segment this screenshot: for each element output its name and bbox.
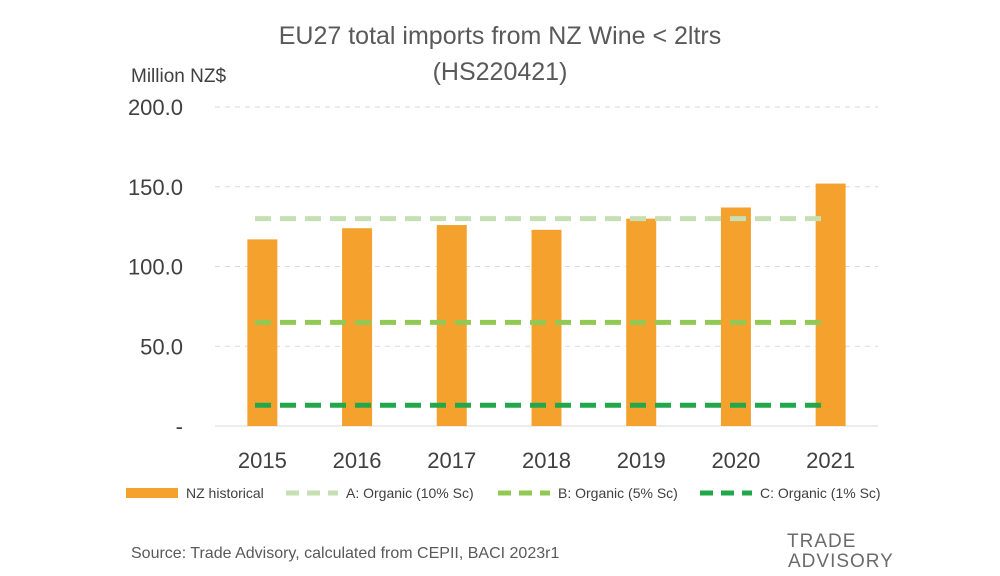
y-tick-label: 100.0 <box>128 255 183 280</box>
bar-2021 <box>815 183 846 426</box>
bar-2015 <box>247 239 278 426</box>
y-tick-label: 50.0 <box>140 334 183 359</box>
legend-swatch-bar <box>126 488 178 498</box>
source-note: Source: Trade Advisory, calculated from … <box>131 545 560 562</box>
x-tick-label: 2015 <box>238 448 287 473</box>
y-tick-label: - <box>176 414 183 439</box>
bar-2017 <box>436 225 467 426</box>
x-tick-label: 2018 <box>522 448 571 473</box>
bar-2016 <box>342 228 373 426</box>
legend-label: B: Organic (5% Sc) <box>558 485 678 501</box>
legend-label: C: Organic (1% Sc) <box>760 485 881 501</box>
x-tick-label: 2019 <box>617 448 666 473</box>
bar-2020 <box>720 207 751 426</box>
chart-title-line2: (HS220421) <box>432 58 568 86</box>
bar-2018 <box>531 229 562 426</box>
x-tick-label: 2017 <box>427 448 476 473</box>
x-tick-label: 2016 <box>333 448 382 473</box>
y-tick-label: 200.0 <box>128 95 183 120</box>
y-axis-unit-label: Million NZ$ <box>131 66 227 87</box>
x-tick-label: 2021 <box>806 448 855 473</box>
logo-line1: TRADE <box>787 531 857 552</box>
legend-label: A: Organic (10% Sc) <box>346 485 474 501</box>
chart-title-line1: EU27 total imports from NZ Wine < 2ltrs <box>278 22 722 50</box>
y-tick-label: 150.0 <box>128 175 183 200</box>
legend-label: NZ historical <box>186 485 264 501</box>
trade-advisory-logo: TRADE ADVISORY <box>787 532 897 572</box>
logo-line2: ADVISORY <box>788 551 894 572</box>
x-tick-label: 2020 <box>711 448 760 473</box>
